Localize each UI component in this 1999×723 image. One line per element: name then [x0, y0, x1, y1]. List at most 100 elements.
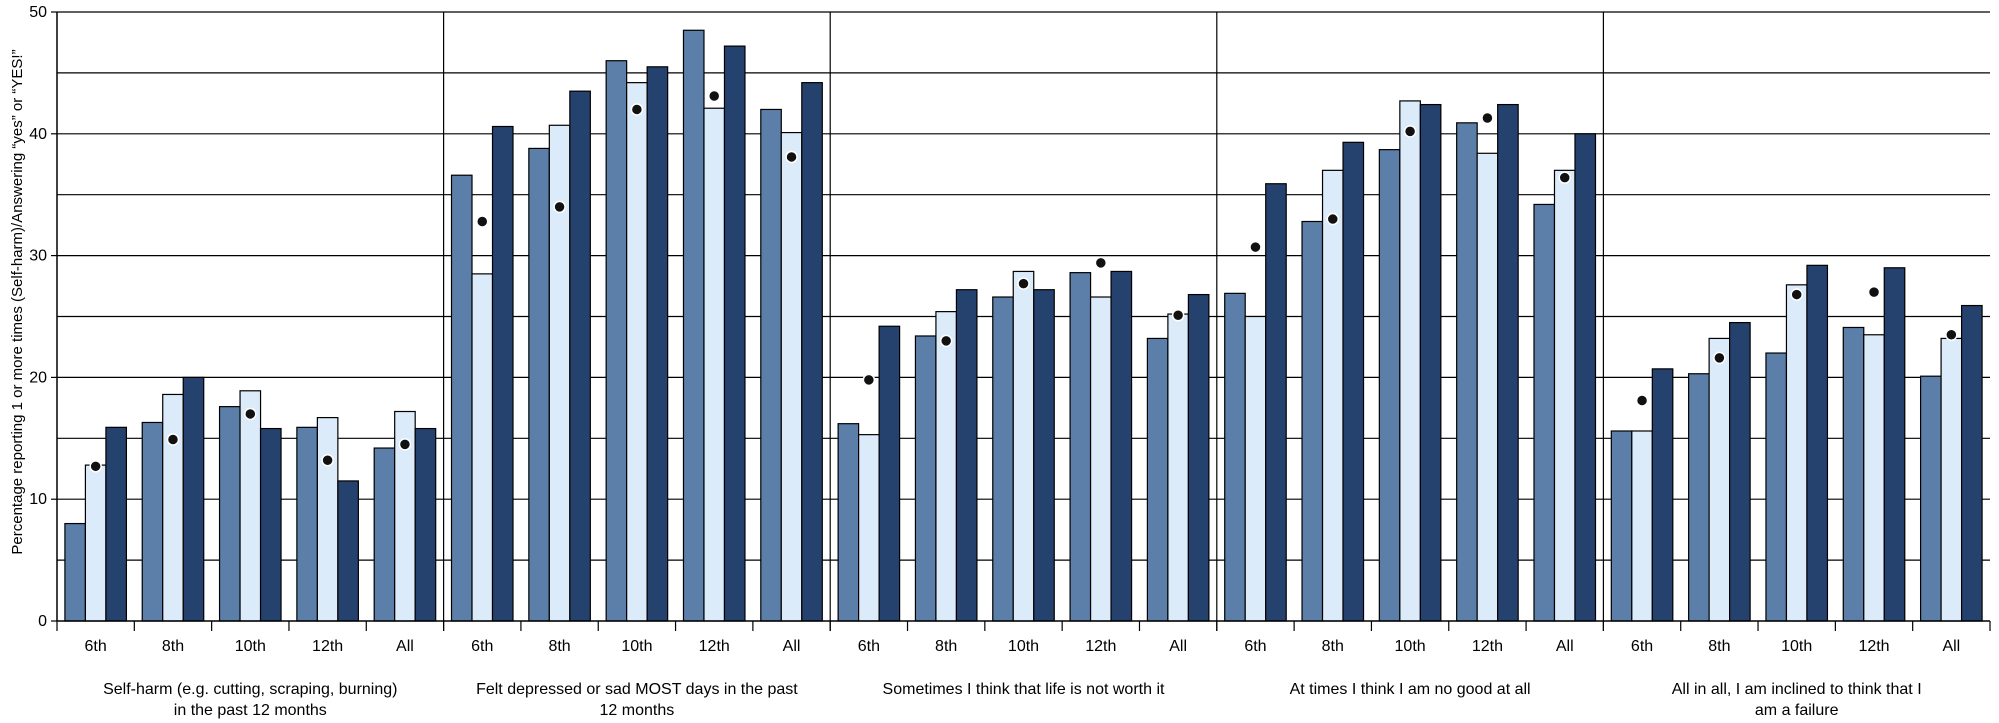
- marker-dot: [1558, 171, 1571, 184]
- x-category-label: 12th: [699, 638, 730, 655]
- marker-dot: [1326, 212, 1340, 226]
- marker-dot: [707, 89, 721, 103]
- group-label: 12 months: [600, 702, 675, 719]
- marker-dot: [476, 215, 489, 228]
- bar: [373, 447, 396, 622]
- x-category-label: 12th: [1858, 638, 1889, 655]
- bar: [1883, 267, 1906, 622]
- bar: [1610, 430, 1633, 622]
- y-tick-label: 20: [29, 369, 47, 386]
- bar: [1708, 337, 1731, 622]
- marker-dot: [1017, 277, 1030, 290]
- bar: [1399, 100, 1421, 622]
- x-category-label: 6th: [85, 638, 107, 655]
- bar: [239, 390, 262, 622]
- group-label: All in all, I am inclined to think that …: [1672, 681, 1922, 698]
- group-label: At times I think I am no good at all: [1290, 681, 1531, 698]
- bar: [259, 427, 282, 622]
- marker-dot: [1481, 111, 1494, 125]
- bar: [84, 464, 107, 622]
- x-category-label: 6th: [1244, 638, 1266, 655]
- x-category-label: 6th: [471, 638, 493, 655]
- bar: [1806, 264, 1829, 622]
- y-tick-labels: 0 10 20 30 40 50: [29, 4, 47, 630]
- bar: [955, 289, 978, 622]
- group-label: am a failure: [1755, 702, 1839, 719]
- marker-dot: [1171, 309, 1185, 322]
- bar: [1419, 103, 1442, 622]
- y-tick-label: 50: [29, 4, 47, 21]
- x-category-label: 6th: [1631, 638, 1653, 655]
- bar: [569, 90, 591, 622]
- bar: [723, 45, 746, 622]
- bar: [1167, 313, 1189, 622]
- bar: [837, 423, 860, 622]
- x-category-label: 8th: [162, 638, 184, 655]
- x-category-label: All: [396, 638, 414, 655]
- x-category-label: All: [1169, 638, 1187, 655]
- x-category-labels: 6th 8th 10th 12th All 6th 8th 10th 12th All 6th 8th…: [85, 638, 1961, 655]
- x-category-label: 8th: [935, 638, 957, 655]
- marker-dot: [1713, 351, 1726, 365]
- bar: [1651, 368, 1674, 622]
- marker-dot: [244, 407, 257, 421]
- bar: [1033, 289, 1055, 622]
- marker-dot: [1249, 240, 1262, 254]
- bar: [1301, 220, 1324, 622]
- bar: [1863, 334, 1885, 622]
- x-category-label: 10th: [621, 638, 652, 655]
- group-label: Self-harm (e.g. cutting, scraping, burni…: [103, 681, 397, 698]
- bar: [1342, 141, 1365, 622]
- bar: [528, 147, 550, 622]
- x-category-label: 10th: [1781, 638, 1812, 655]
- x-category-label: All: [1556, 638, 1574, 655]
- marker-dot: [1403, 125, 1417, 138]
- marker-dot: [89, 460, 102, 473]
- bar: [1765, 352, 1788, 622]
- bar: [1919, 375, 1942, 622]
- bar: [1574, 133, 1597, 622]
- bars: [64, 29, 1983, 622]
- x-category-label: 10th: [1395, 638, 1426, 655]
- bar: [548, 124, 571, 622]
- x-category-label: 10th: [1008, 638, 1039, 655]
- axes: [51, 11, 1991, 631]
- bar: [1785, 284, 1808, 622]
- group-labels: Self-harm (e.g. cutting, scraping, burni…: [103, 681, 1922, 719]
- marker-dot: [1094, 256, 1108, 270]
- marker-dot: [1867, 285, 1881, 299]
- group-label: Sometimes I think that life is not worth…: [883, 681, 1165, 698]
- marker-dot: [862, 373, 876, 387]
- bar: [858, 434, 880, 622]
- marker-dot: [1790, 288, 1803, 301]
- bar: [316, 416, 339, 622]
- y-axis-title: Percentage reporting 1 or more times (Se…: [9, 49, 26, 554]
- y-tick-label: 30: [29, 248, 47, 265]
- x-category-label: 12th: [312, 638, 343, 655]
- marker-dot: [398, 438, 412, 451]
- bar: [414, 427, 437, 622]
- bar: [182, 376, 205, 622]
- bar: [1688, 373, 1710, 622]
- x-category-label: 8th: [548, 638, 570, 655]
- marker-dot: [1635, 394, 1649, 407]
- group-label: in the past 12 months: [174, 702, 327, 719]
- y-tick-label: 40: [29, 126, 47, 143]
- bar: [1456, 122, 1478, 622]
- bar: [935, 311, 958, 622]
- bar: [105, 426, 128, 622]
- bar: [1940, 337, 1963, 622]
- bar: [1146, 337, 1169, 622]
- bar: [296, 426, 318, 622]
- bar: [1224, 292, 1246, 622]
- bar: [605, 60, 628, 622]
- bar: [64, 522, 87, 622]
- x-category-label: 12th: [1472, 638, 1503, 655]
- x-category-label: 8th: [1322, 638, 1344, 655]
- bar: [471, 273, 494, 622]
- bar: [801, 82, 823, 622]
- bar: [337, 480, 359, 622]
- marker-dot: [785, 150, 798, 164]
- bar: [1729, 321, 1751, 622]
